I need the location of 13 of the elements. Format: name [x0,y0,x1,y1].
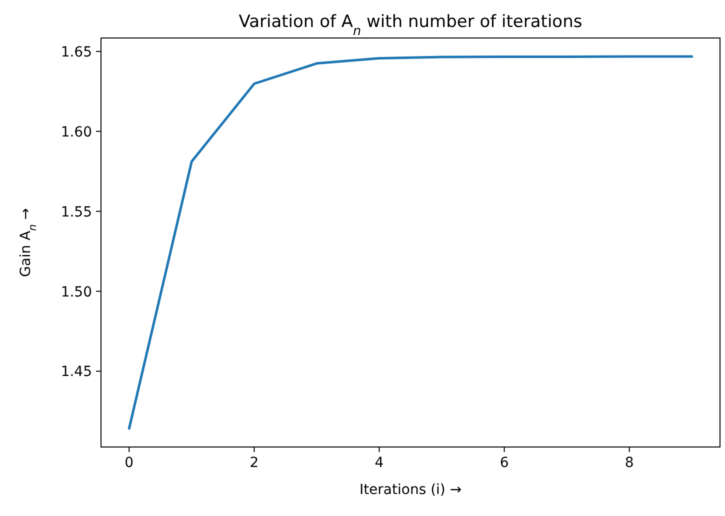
y-tick-label: 1.50 [60,284,92,300]
y-tick-label: 1.55 [60,204,92,220]
chart-title: Variation of A$_{n}$ with number of iterations [238,12,582,38]
x-tick-label: 0 [124,455,134,471]
x-tick-label: 4 [374,455,384,471]
x-tick-label: 2 [250,455,259,471]
x-tick-label: 6 [500,455,509,471]
x-axis-title: Iterations (i) → [359,482,462,498]
x-tick-label: 8 [624,455,634,471]
y-tick-label: 1.60 [60,124,92,140]
y-tick-label: 1.65 [60,44,92,60]
y-tick-label: 1.45 [60,364,92,380]
line-series [128,55,694,430]
